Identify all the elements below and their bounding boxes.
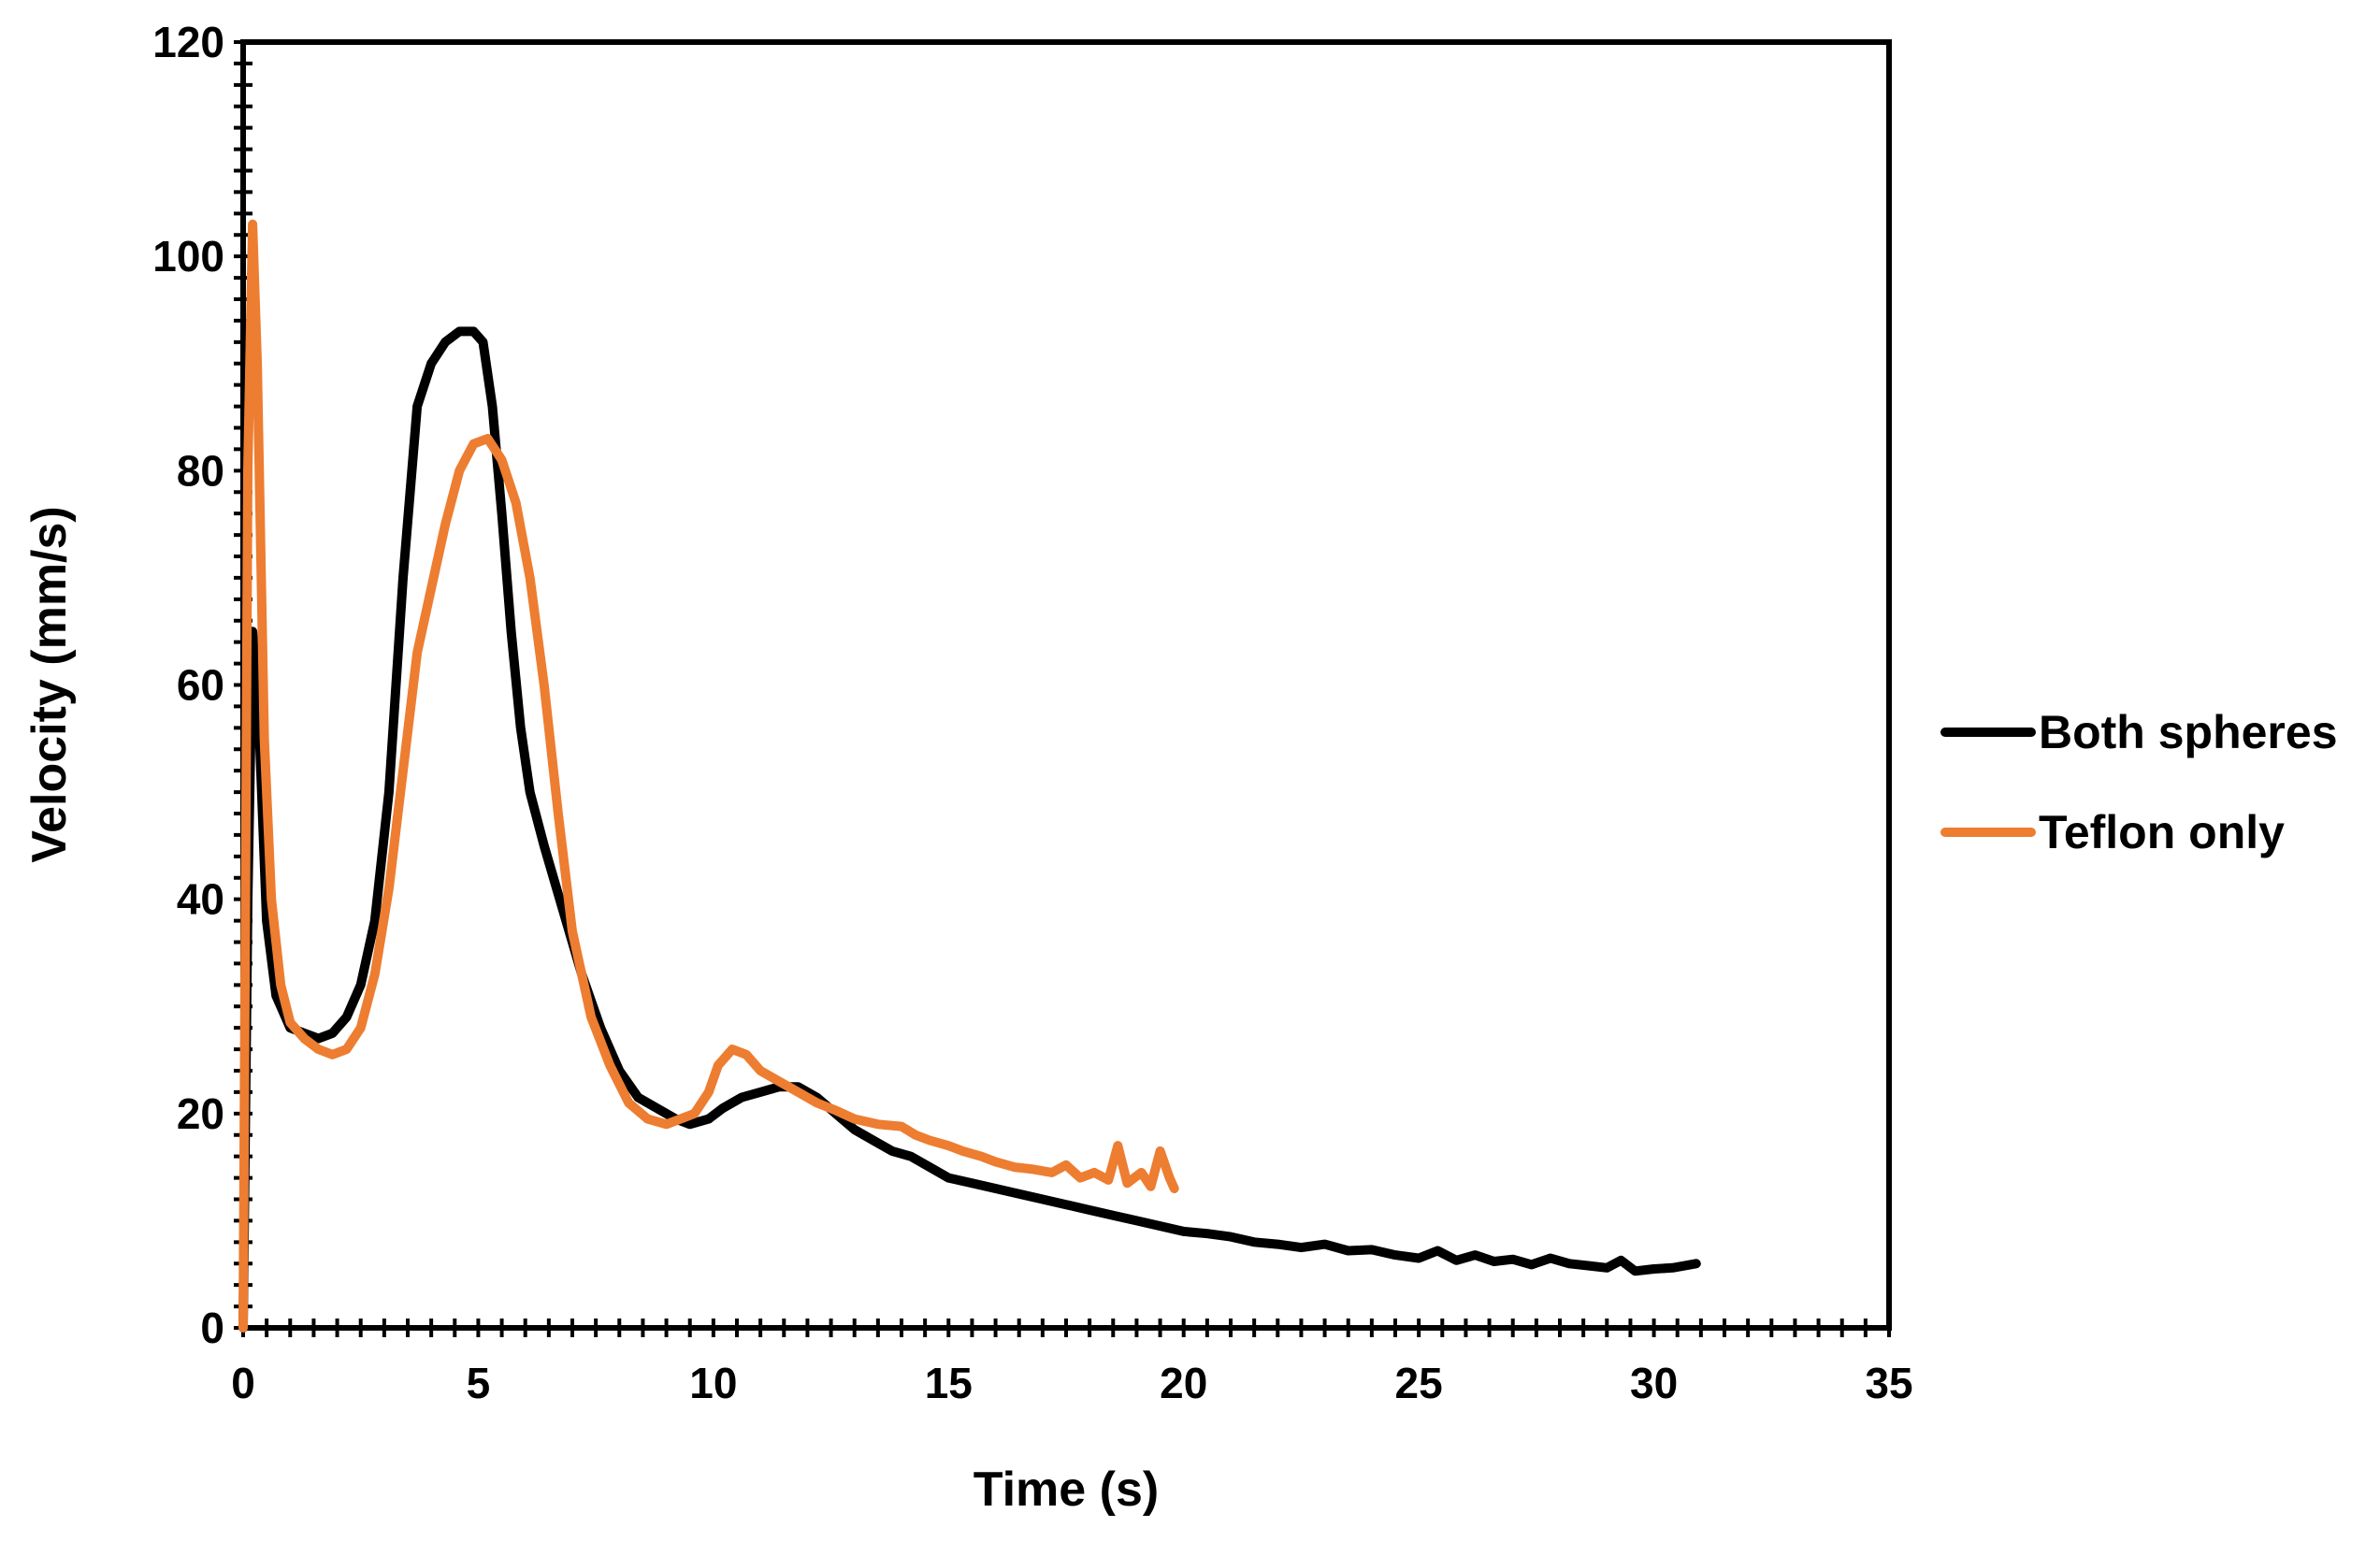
legend-label-teflon-only: Teflon only [2039,806,2285,858]
x-tick-label: 10 [689,1359,737,1407]
y-tick-label: 0 [200,1304,224,1352]
x-axis-title: Time (s) [974,1463,1159,1517]
y-tick-label: 80 [177,446,224,495]
x-tick-label: 5 [467,1359,491,1407]
series-line-teflon-only [238,219,1179,1333]
y-tick-label: 120 [152,18,224,66]
x-tick-label: 20 [1160,1359,1207,1407]
y-axis-title: Velocity (mm/s) [22,506,77,862]
y-tick-label: 60 [177,661,224,710]
legend: Both spheres Teflon only [1940,706,2338,858]
x-tick-label: 15 [925,1359,973,1407]
legend-label-both-spheres: Both spheres [2039,706,2338,758]
y-tick-label: 100 [152,232,224,281]
tick-labels: 0 5 10 15 20 25 30 35 0 20 40 60 80 100 120 [152,18,1912,1407]
series-layer [238,219,1701,1333]
x-tick-label: 0 [231,1359,255,1407]
y-tick-label: 40 [177,875,224,924]
x-tick-label: 30 [1630,1359,1678,1407]
x-tick-label: 25 [1395,1359,1443,1407]
y-tick-label: 20 [177,1089,224,1138]
plot-area-frame [240,39,1892,1331]
x-tick-label: 35 [1865,1359,1912,1407]
minor-ticks [234,40,1891,1337]
